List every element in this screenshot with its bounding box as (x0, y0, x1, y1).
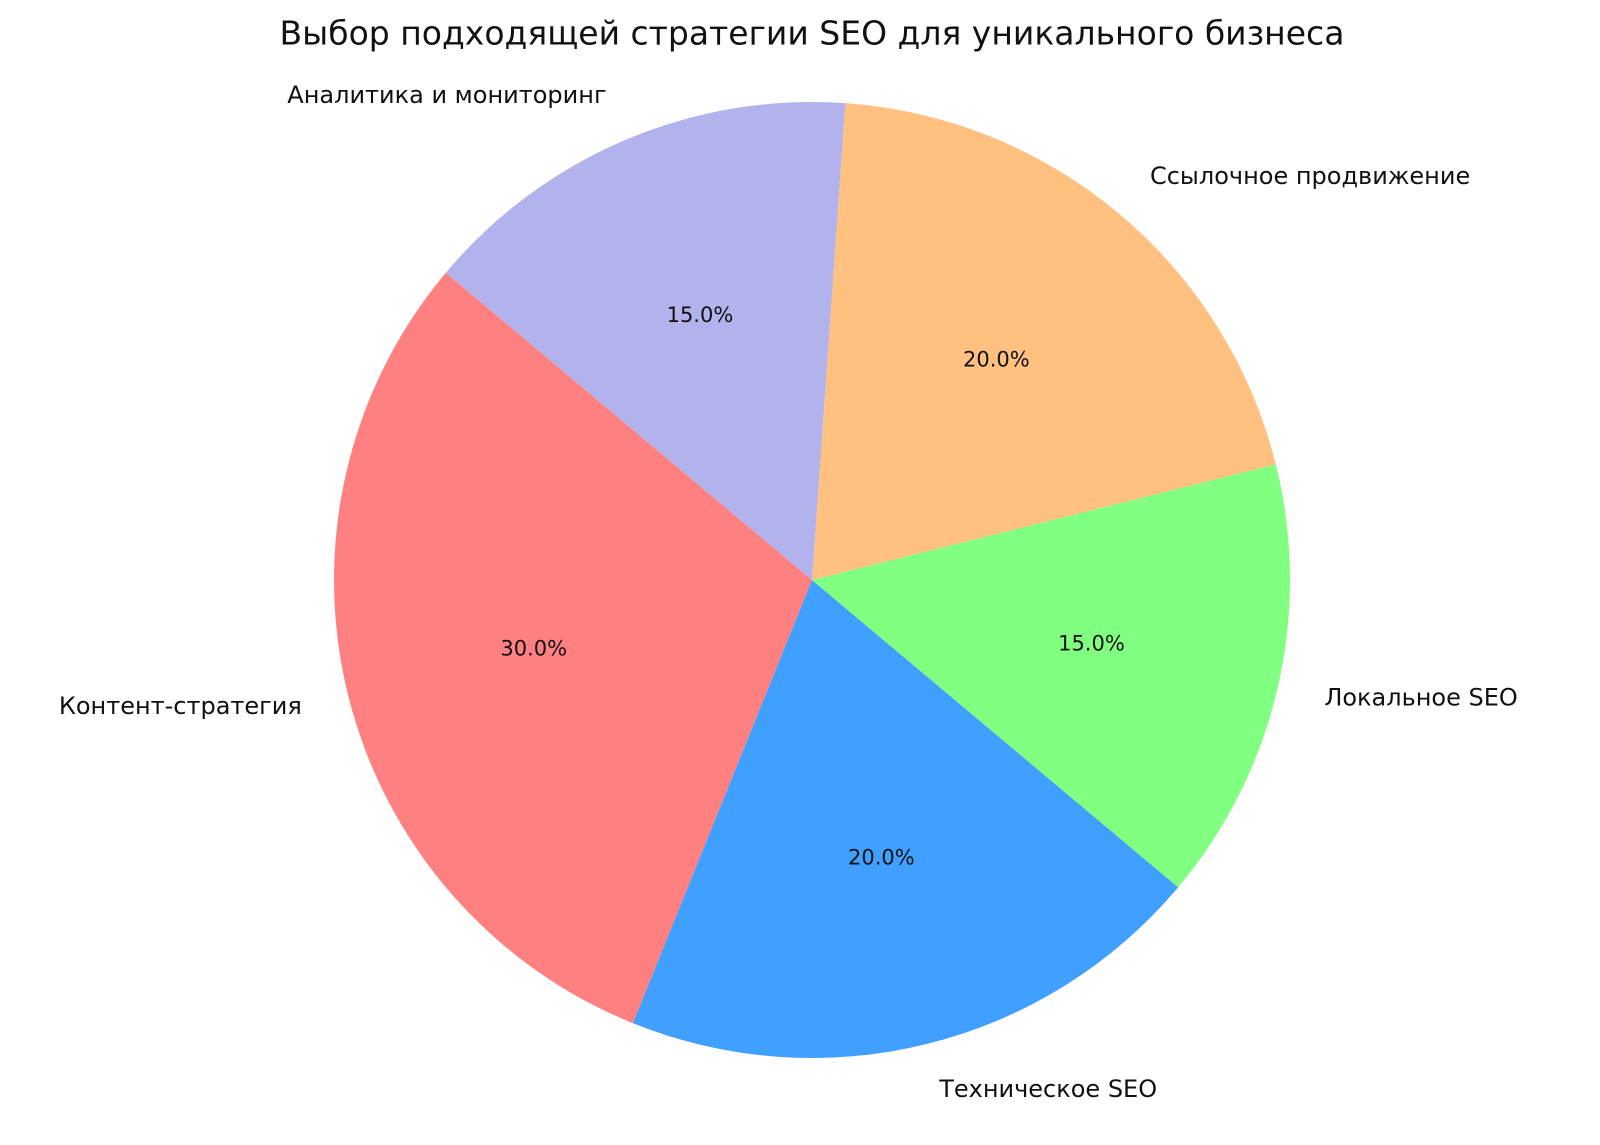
pie-slice (632, 580, 1179, 1058)
value-label: 20.0% (963, 347, 1030, 371)
slice-label: Локальное SEO (1324, 683, 1517, 711)
slice-label: Техническое SEO (938, 1075, 1157, 1103)
value-label: 15.0% (1058, 632, 1125, 656)
chart-title: Выбор подходящей стратегии SEO для уника… (280, 14, 1345, 53)
value-label: 15.0% (667, 303, 734, 327)
pie-slice (812, 103, 1276, 581)
pie-slice (333, 272, 812, 1024)
pie-slice (812, 464, 1291, 888)
slice-label: Ссылочное продвижение (1150, 162, 1470, 190)
value-label: 30.0% (500, 636, 567, 660)
slice-label: Контент-стратегия (59, 692, 302, 720)
pie-slice (445, 102, 846, 580)
slice-label: Аналитика и мониторинг (287, 81, 606, 109)
value-label: 20.0% (848, 845, 915, 869)
